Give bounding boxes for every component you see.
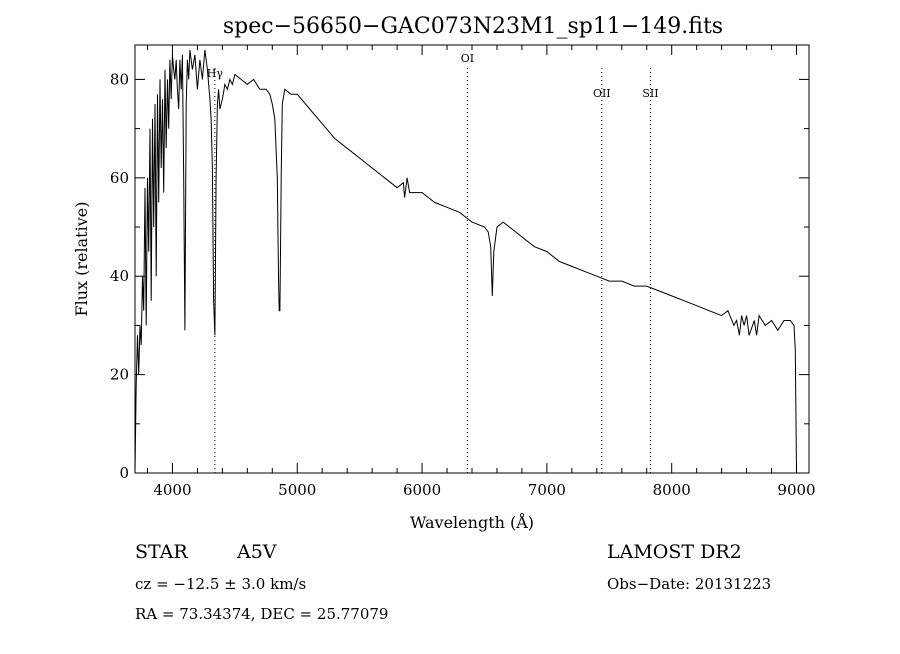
y-tick-label: 40 <box>110 267 129 285</box>
sky-coordinates: RA = 73.34374, DEC = 25.77079 <box>135 605 388 623</box>
marker-label: OII <box>593 87 611 100</box>
x-tick-label: 5000 <box>278 481 316 499</box>
x-tick-label: 8000 <box>653 481 691 499</box>
y-tick-label: 80 <box>110 70 129 88</box>
x-axis-label: Wavelength (Å) <box>410 512 534 532</box>
chart-title: spec−56650−GAC073N23M1_sp11−149.fits <box>223 14 723 39</box>
marker-label: Hγ <box>207 67 224 80</box>
plot-frame <box>134 44 810 474</box>
x-tick-label: 6000 <box>403 481 441 499</box>
survey-name: LAMOST DR2 <box>607 541 742 563</box>
x-tick-label: 4000 <box>153 481 191 499</box>
marker-label: SII <box>642 87 658 100</box>
y-tick-label: 60 <box>110 169 129 187</box>
object-class: STAR <box>135 541 188 563</box>
marker-label: OI <box>461 52 474 65</box>
line-markers: Hγ OI OII SII <box>207 52 659 473</box>
observation-date: Obs−Date: 20131223 <box>607 575 771 593</box>
spectrum-line <box>134 49 797 474</box>
y-axis-label: Flux (relative) <box>72 202 91 317</box>
y-tick-label: 20 <box>110 366 129 384</box>
spectral-subclass: A5V <box>236 541 277 563</box>
redshift-velocity: cz = −12.5 ± 3.0 km/s <box>135 575 306 593</box>
y-tick-label: 0 <box>119 464 129 482</box>
x-tick-label: 9000 <box>777 481 815 499</box>
axis-ticks: 4000 5000 6000 7000 8000 9000 0 20 40 60 80 <box>110 45 816 499</box>
x-tick-label: 7000 <box>528 481 566 499</box>
